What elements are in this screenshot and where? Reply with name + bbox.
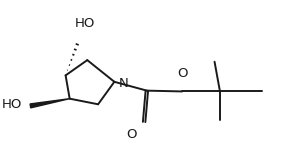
Polygon shape xyxy=(30,99,70,108)
Text: O: O xyxy=(127,128,137,141)
Text: HO: HO xyxy=(74,17,95,30)
Text: N: N xyxy=(119,77,129,90)
Text: O: O xyxy=(177,67,187,80)
Text: HO: HO xyxy=(2,98,22,111)
